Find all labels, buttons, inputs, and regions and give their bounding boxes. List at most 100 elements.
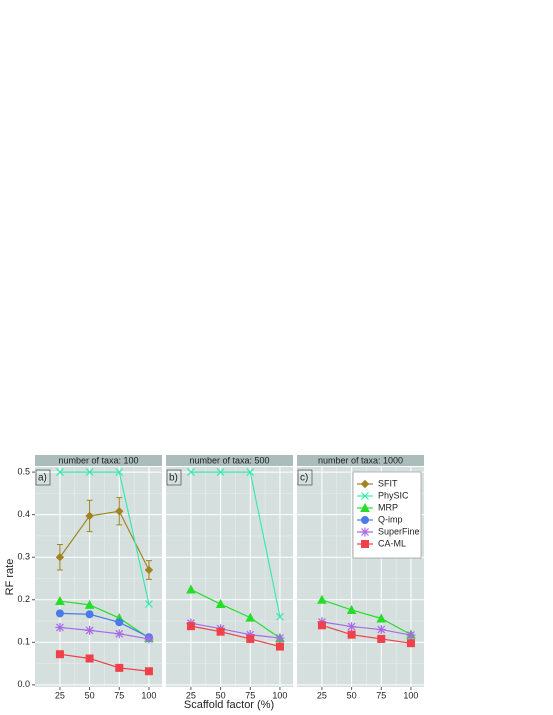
point [115,618,124,627]
strip [166,455,293,466]
point [347,622,357,632]
panel-title: number of taxa: 500 [189,455,269,465]
point [144,565,154,575]
point [275,642,284,651]
point [114,629,124,639]
point [245,630,255,640]
panel-label-box [297,469,313,486]
point [346,604,357,614]
point [115,468,124,477]
x-tick-label: 100 [141,690,156,700]
legend: SFIT PhySIC MRP Q-imp SuperFine CA-ML [352,471,422,559]
point [85,468,94,477]
point [85,511,94,521]
x-tick-label: 25 [55,690,65,700]
point [246,634,255,643]
line [321,599,412,636]
strip [297,455,424,466]
point [376,613,387,623]
y-tick-label: 0.0 [17,679,30,689]
y-tick-label: 0.2 [17,594,30,604]
point [215,598,226,609]
plot-area [166,467,293,687]
x-tick-label: 50 [216,690,226,700]
line [59,653,150,672]
line [59,600,150,639]
point [276,612,284,621]
point [216,468,225,477]
line [321,621,412,636]
y-tick-label: 0.1 [17,637,30,647]
point [246,468,255,477]
point [55,595,65,606]
point [85,610,94,619]
point [361,492,369,500]
point [55,650,64,659]
point [55,622,65,632]
x-tick-label: 100 [272,690,287,700]
panel-label: b) [169,473,178,484]
point [216,627,225,636]
y-axis-label: RF rate [4,559,16,596]
point [360,527,370,537]
legend-label: Q-imp [378,514,403,524]
line [321,624,412,644]
panel-label: a) [38,473,47,484]
panel-title: number of taxa: 100 [58,455,138,465]
x-tick-label: 75 [376,690,386,700]
panel-label: c) [300,473,308,484]
point [361,540,369,548]
panel-label-box [35,469,51,486]
strip [35,455,162,466]
point [245,612,256,622]
point [186,584,196,594]
x-tick-label: 75 [245,690,255,700]
x-tick-label: 25 [186,690,196,700]
point [115,507,124,516]
x-tick-label: 25 [317,690,327,700]
point [360,502,370,512]
point [406,639,415,648]
line [190,471,281,617]
legend-label: CA-ML [378,538,406,548]
panel-title: number of taxa: 1000 [318,455,403,465]
line [59,626,150,640]
x-axis-label: Scaffold factor (%) [184,699,274,711]
panel-label-box [166,469,182,486]
point [55,553,65,562]
line [190,622,281,639]
line [59,612,150,638]
x-tick-label: 50 [347,690,357,700]
point [84,599,95,609]
x-tick-label: 50 [85,690,95,700]
point [376,625,386,635]
point [145,600,153,608]
legend-label: MRP [378,502,398,512]
point [317,621,326,630]
point [360,479,370,489]
point [144,667,153,676]
point [406,630,416,640]
y-tick-label: 0.5 [17,466,30,476]
line [59,471,150,605]
line [190,589,281,639]
legend-label: PhySIC [378,490,409,500]
point [186,622,195,631]
point [275,633,285,643]
point [187,468,195,477]
x-tick-label: 100 [403,690,418,700]
point [55,609,64,618]
point [361,516,369,524]
line [190,625,281,648]
point [377,634,386,643]
point [144,634,154,644]
point [56,468,64,477]
point [85,654,94,663]
point [85,625,95,635]
point [347,630,356,639]
legend-label: SuperFine [378,526,420,536]
y-tick-label: 0.3 [17,552,30,562]
point [317,594,327,604]
x-tick-label: 75 [114,690,124,700]
